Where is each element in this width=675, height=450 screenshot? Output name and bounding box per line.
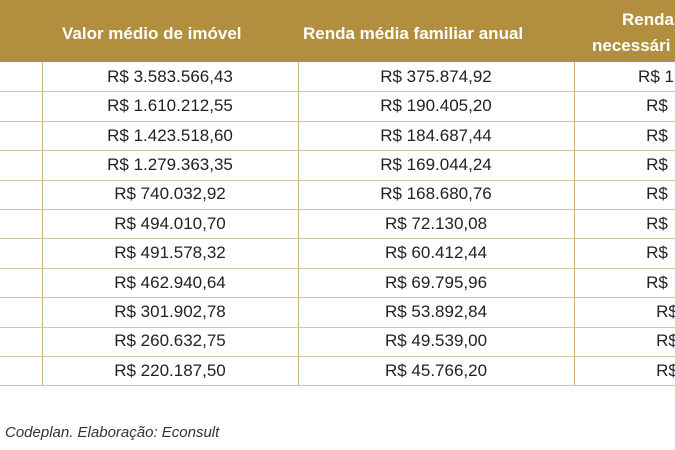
table-cell: R$ 69.795,96 [384, 272, 488, 292]
column-divider [42, 62, 43, 385]
table-cell: R$ 184.687,44 [380, 125, 492, 145]
table-cell: R$ 1.279.363,35 [107, 154, 233, 174]
table-cell: R$ 53.892,84 [384, 301, 488, 321]
column-header: necessári [592, 36, 671, 55]
row-divider [0, 209, 675, 210]
table-cell: R$ [646, 154, 668, 174]
table-cell: R$ 49.539,00 [384, 331, 488, 351]
table-cell: R$ [646, 96, 668, 116]
row-divider [0, 385, 675, 386]
table-cell: R$ 1 [638, 66, 674, 86]
table-cell: R$ 494.010,70 [114, 213, 226, 233]
column-header: Renda [622, 10, 674, 29]
row-divider [0, 268, 675, 269]
column-divider [298, 62, 299, 385]
table-cell: R$ [646, 184, 668, 204]
table-cell: R$ [646, 272, 668, 292]
row-divider [0, 238, 675, 239]
table-cell: R$ [656, 360, 675, 380]
table-cell: R$ 168.680,76 [380, 184, 492, 204]
row-divider [0, 327, 675, 328]
row-divider [0, 150, 675, 151]
column-header: Valor médio de imóvel [62, 24, 242, 43]
row-divider [0, 91, 675, 92]
table-cell: R$ 1.610.212,55 [107, 96, 233, 116]
table-cell: R$ 491.578,32 [114, 243, 226, 263]
column-header: Renda média familiar anual [303, 24, 524, 43]
table-cell: R$ 1.423.518,60 [107, 125, 233, 145]
table-cell: R$ 72.130,08 [384, 213, 488, 233]
table-cell: R$ [646, 125, 668, 145]
row-divider [0, 121, 675, 122]
table-cell: R$ 740.032,92 [114, 184, 226, 204]
row-divider [0, 356, 675, 357]
table-cell: R$ 220.187,50 [114, 360, 226, 380]
table-cell: R$ 169.044,24 [380, 154, 492, 174]
source-note: Codeplan. Elaboração: Econsult [5, 424, 220, 441]
column-divider [574, 62, 575, 385]
table-cell: R$ [656, 301, 675, 321]
row-divider [0, 180, 675, 181]
table-cell: R$ 190.405,20 [380, 96, 492, 116]
table-cell: R$ 60.412,44 [384, 243, 488, 263]
table-cell: R$ [656, 331, 675, 351]
table-cell: R$ 301.902,78 [114, 301, 226, 321]
table-cell: R$ [646, 213, 668, 233]
table-cell: R$ 45.766,20 [384, 360, 488, 380]
table-cell: R$ 462.940,64 [114, 272, 226, 292]
table-cell: R$ 260.632,75 [114, 331, 226, 351]
table-cell: R$ [646, 243, 668, 263]
header-band [0, 0, 675, 62]
row-divider [0, 297, 675, 298]
table-cell: R$ 3.583.566,43 [107, 66, 233, 86]
table-cell: R$ 375.874,92 [380, 66, 492, 86]
